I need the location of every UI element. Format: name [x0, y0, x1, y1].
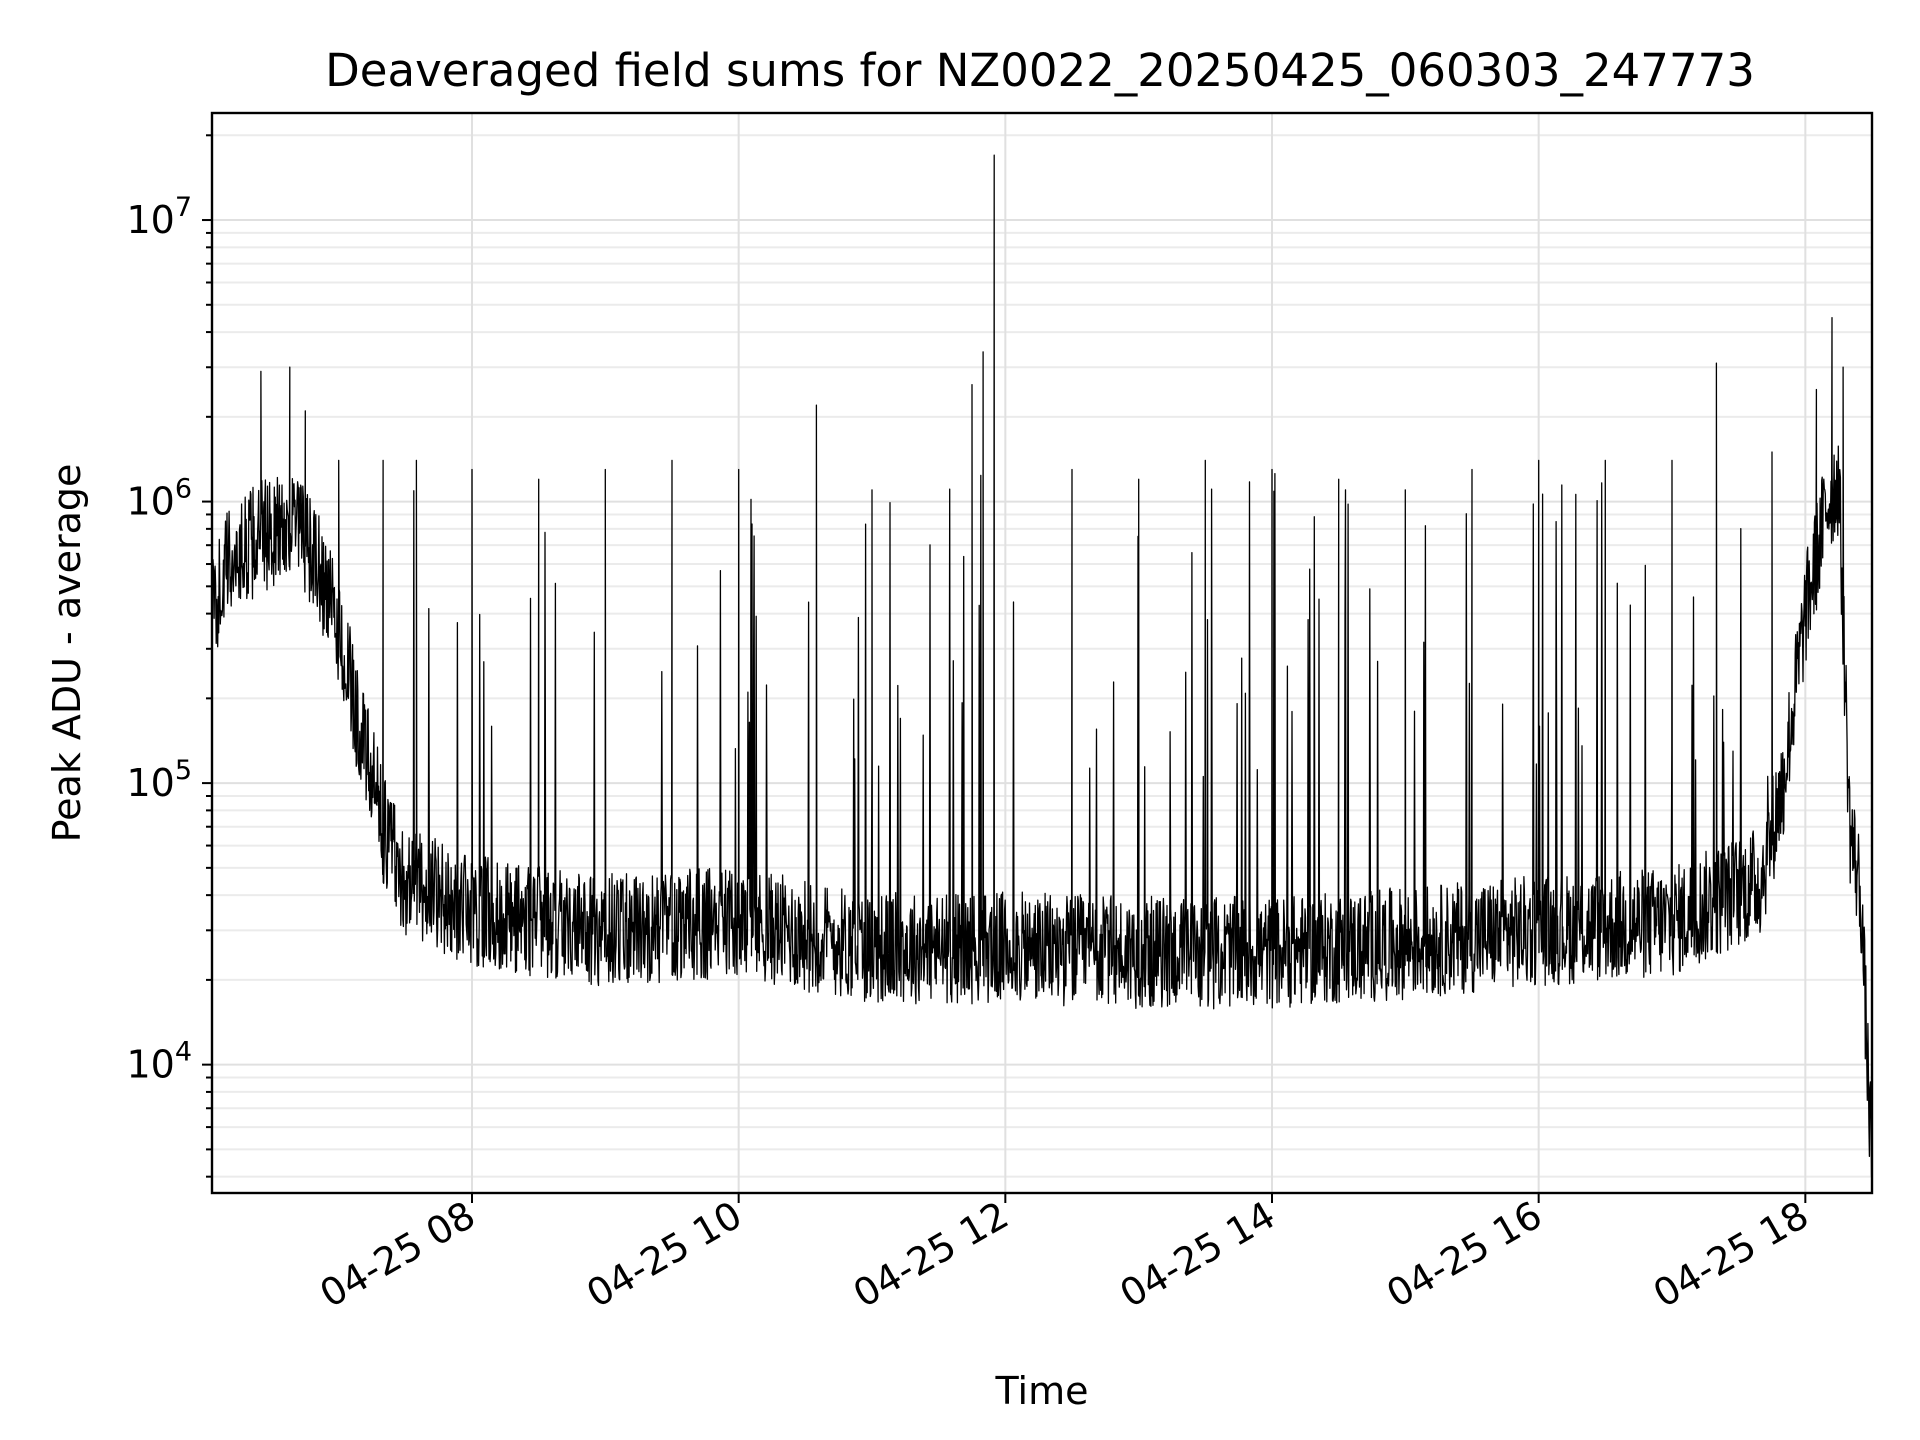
- x-axis-label: Time: [995, 1369, 1089, 1413]
- y-tick-label: 106: [126, 474, 192, 524]
- plot-frame: [210, 111, 1874, 1195]
- y-tick-label: 104: [126, 1037, 192, 1087]
- y-tick-label: 105: [126, 755, 192, 805]
- y-tick-label: 107: [126, 192, 192, 242]
- x-tick-label: 04-25 12: [846, 1193, 1016, 1317]
- x-tick-label: 04-25 18: [1646, 1193, 1816, 1317]
- y-axis: 104 105 106 107: [126, 134, 212, 1178]
- x-tick-label: 04-25 08: [313, 1193, 483, 1317]
- x-tick-label: 04-25 10: [579, 1193, 749, 1317]
- x-tick-label: 04-25 14: [1113, 1193, 1283, 1317]
- y-axis-label: Peak ADU - average: [45, 464, 89, 843]
- x-tick-label: 04-25 16: [1379, 1193, 1549, 1317]
- series-layer: [211, 154, 1873, 1184]
- grid: [212, 113, 1872, 1193]
- x-axis: 04-25 08 04-25 10 04-25 12 04-25 14 04-25 16…: [313, 1193, 1816, 1317]
- series-line: [211, 154, 1873, 1184]
- chart-title: Deaveraged field sums for NZ0022_2025042…: [325, 44, 1755, 97]
